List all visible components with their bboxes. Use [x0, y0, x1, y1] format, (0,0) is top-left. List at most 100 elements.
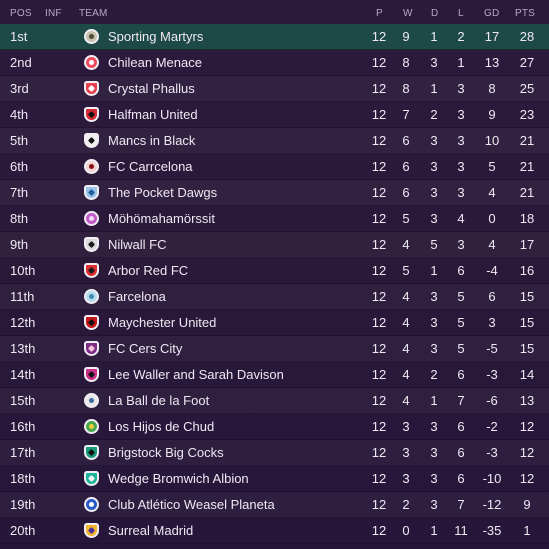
points-cell: 15: [519, 289, 535, 304]
position-cell: 14th: [10, 367, 36, 382]
position-cell: 9th: [10, 237, 29, 252]
lost-cell: 5: [457, 341, 465, 356]
played-cell: 12: [371, 367, 387, 382]
goal-difference-cell: -3: [486, 445, 498, 460]
table-row[interactable]: 14th Lee Waller and Sarah Davison 12 4 2…: [0, 362, 549, 388]
team-name-cell[interactable]: Lee Waller and Sarah Davison: [108, 367, 284, 382]
table-row[interactable]: 17th Brigstock Big Cocks 12 3 3 6 -3 12: [0, 440, 549, 466]
lost-cell: 6: [457, 471, 465, 486]
table-row[interactable]: 12th Maychester United 12 4 3 5 3 15: [0, 310, 549, 336]
drawn-cell: 3: [430, 159, 438, 174]
position-cell: 4th: [10, 107, 29, 122]
crystal-phallus-crest-icon: [84, 81, 99, 96]
drawn-cell: 2: [430, 107, 438, 122]
table-row[interactable]: 9th Nilwall FC 12 4 5 3 4 17: [0, 232, 549, 258]
table-row[interactable]: 15th La Ball de la Foot 12 4 1 7 -6 13: [0, 388, 549, 414]
lost-cell: 2: [457, 29, 465, 44]
team-name-cell[interactable]: Sporting Martyrs: [108, 29, 204, 44]
table-row[interactable]: 5th Mancs in Black 12 6 3 3 10 21: [0, 128, 549, 154]
team-name-cell[interactable]: Los Hijos de Chud: [108, 419, 215, 434]
club-atletico-weasel-planeta-crest-icon: [84, 497, 99, 512]
points-cell: 27: [519, 55, 535, 70]
team-name-cell[interactable]: Wedge Bromwich Albion: [108, 471, 249, 486]
team-name-cell[interactable]: FC Cers City: [108, 341, 183, 356]
drawn-cell: 3: [430, 471, 438, 486]
column-header-drawn[interactable]: D: [431, 8, 439, 19]
team-name-cell[interactable]: Maychester United: [108, 315, 217, 330]
table-row[interactable]: 19th Club Atlético Weasel Planeta 12 2 3…: [0, 492, 549, 518]
goal-difference-cell: 5: [488, 159, 496, 174]
drawn-cell: 3: [430, 289, 438, 304]
goal-difference-cell: -3: [486, 367, 498, 382]
points-cell: 9: [523, 497, 531, 512]
table-row[interactable]: 11th Farcelona 12 4 3 5 6 15: [0, 284, 549, 310]
played-cell: 12: [371, 211, 387, 226]
team-name-cell[interactable]: Arbor Red FC: [108, 263, 189, 278]
team-name-cell[interactable]: Halfman United: [108, 107, 198, 122]
column-header-pos[interactable]: POS: [10, 8, 32, 19]
table-row[interactable]: 7th The Pocket Dawgs 12 6 3 3 4 21: [0, 180, 549, 206]
drawn-cell: 3: [430, 445, 438, 460]
team-name-cell[interactable]: Brigstock Big Cocks: [108, 445, 224, 460]
played-cell: 12: [371, 107, 387, 122]
team-name-cell[interactable]: Mancs in Black: [108, 133, 196, 148]
table-row[interactable]: 16th Los Hijos de Chud 12 3 3 6 -2 12: [0, 414, 549, 440]
table-row[interactable]: 2nd Chilean Menace 12 8 3 1 13 27: [0, 50, 549, 76]
drawn-cell: 3: [430, 133, 438, 148]
lost-cell: 6: [457, 367, 465, 382]
drawn-cell: 1: [430, 263, 438, 278]
team-name-cell[interactable]: Farcelona: [108, 289, 166, 304]
position-cell: 6th: [10, 159, 29, 174]
column-header-played[interactable]: P: [376, 8, 383, 19]
table-row[interactable]: 13th FC Cers City 12 4 3 5 -5 15: [0, 336, 549, 362]
position-cell: 15th: [10, 393, 36, 408]
chilean-menace-crest-icon: [84, 55, 99, 70]
team-name-cell[interactable]: Crystal Phallus: [108, 81, 195, 96]
goal-difference-cell: -5: [486, 341, 498, 356]
team-name-cell[interactable]: FC Carrcelona: [108, 159, 193, 174]
points-cell: 17: [519, 237, 535, 252]
column-header-won[interactable]: W: [403, 8, 413, 19]
goal-difference-cell: 3: [488, 315, 496, 330]
team-name-cell[interactable]: Surreal Madrid: [108, 523, 194, 538]
lost-cell: 3: [457, 107, 465, 122]
team-name-cell[interactable]: Nilwall FC: [108, 237, 167, 252]
column-header-points[interactable]: PTS: [515, 8, 536, 19]
goal-difference-cell: -2: [486, 419, 498, 434]
table-row[interactable]: 18th Wedge Bromwich Albion 12 3 3 6 -10 …: [0, 466, 549, 492]
table-row[interactable]: 1st Sporting Martyrs 12 9 1 2 17 28: [0, 24, 549, 50]
drawn-cell: 3: [430, 211, 438, 226]
played-cell: 12: [371, 29, 387, 44]
drawn-cell: 3: [430, 315, 438, 330]
column-header-team[interactable]: TEAM: [79, 8, 108, 19]
won-cell: 3: [402, 419, 410, 434]
team-name-cell[interactable]: La Ball de la Foot: [108, 393, 210, 408]
column-header-goal-difference[interactable]: GD: [484, 8, 500, 19]
team-name-cell[interactable]: Möhömahamörssit: [108, 211, 215, 226]
points-cell: 18: [519, 211, 535, 226]
table-body: 1st Sporting Martyrs 12 9 1 2 17 28 2nd …: [0, 24, 549, 544]
played-cell: 12: [371, 419, 387, 434]
table-row[interactable]: 10th Arbor Red FC 12 5 1 6 -4 16: [0, 258, 549, 284]
lost-cell: 4: [457, 211, 465, 226]
team-name-cell[interactable]: The Pocket Dawgs: [108, 185, 218, 200]
table-row[interactable]: 4th Halfman United 12 7 2 3 9 23: [0, 102, 549, 128]
lost-cell: 11: [454, 523, 468, 538]
table-row[interactable]: 20th Surreal Madrid 12 0 1 11 -35 1: [0, 518, 549, 544]
won-cell: 3: [402, 445, 410, 460]
team-name-cell[interactable]: Club Atlético Weasel Planeta: [108, 497, 275, 512]
drawn-cell: 3: [430, 55, 438, 70]
played-cell: 12: [371, 133, 387, 148]
table-row[interactable]: 6th FC Carrcelona 12 6 3 3 5 21: [0, 154, 549, 180]
column-header-lost[interactable]: L: [458, 8, 464, 19]
won-cell: 4: [402, 289, 410, 304]
drawn-cell: 3: [430, 185, 438, 200]
table-row[interactable]: 3rd Crystal Phallus 12 8 1 3 8 25: [0, 76, 549, 102]
team-name-cell[interactable]: Chilean Menace: [108, 55, 202, 70]
won-cell: 4: [402, 237, 410, 252]
position-cell: 17th: [10, 445, 36, 460]
lost-cell: 5: [457, 289, 465, 304]
column-header-inf[interactable]: INF: [45, 8, 62, 19]
table-row[interactable]: 8th Möhömahamörssit 12 5 3 4 0 18: [0, 206, 549, 232]
points-cell: 1: [523, 523, 531, 538]
